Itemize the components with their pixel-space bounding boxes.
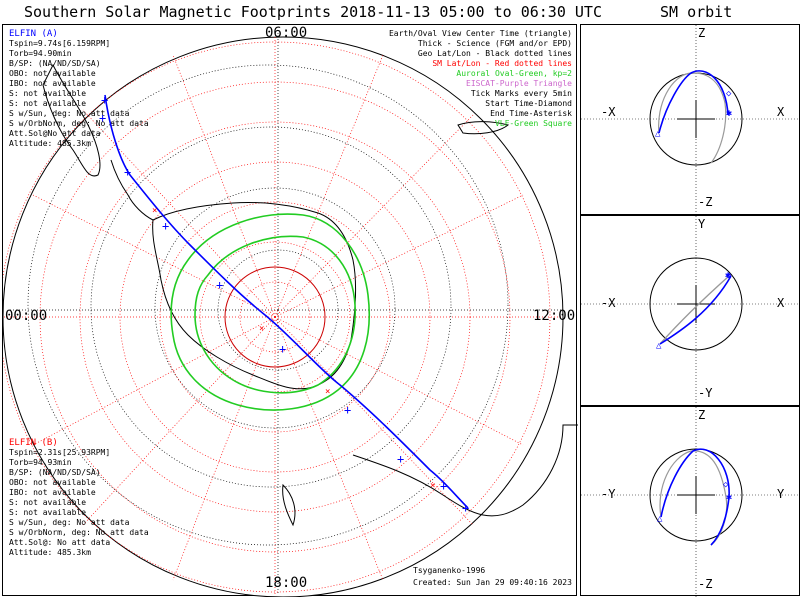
orbit-panel-yz: ◇ ✱ △ Z -Z -Y Y: [580, 406, 800, 597]
elfin-a-line: S w/OrbNorm, deg: No att data: [9, 119, 149, 128]
hour-label-left: 00:00: [5, 308, 48, 324]
orbit-yz-diagram: ◇ ✱ △: [581, 407, 800, 597]
elfin-a-line: B/SP: (NA/ND/SD/SA): [9, 59, 101, 68]
orbit-yz-right-label: Y: [777, 487, 785, 501]
orbit-xz-left-label: -X: [601, 105, 616, 119]
south-america-coast: [42, 63, 101, 177]
orbit-xy-diagram: ◇ ✱ △: [581, 216, 800, 407]
orbit-xy-right-label: X: [777, 296, 785, 310]
legend-item: Tick Marks every 5min: [470, 89, 572, 98]
elfin-b-name: ELFIN (B): [9, 438, 58, 448]
elfin-a-line: Att.Sol@No att data: [9, 129, 101, 138]
elfin-b-line: IBO: not available: [9, 488, 96, 497]
elfin-b-line: S: not available: [9, 498, 87, 507]
elfin-a-line: Altitude: 485.3km: [9, 139, 91, 148]
africa-coast: [457, 121, 510, 135]
legend-item: Start Time-Diamond: [485, 99, 572, 108]
legend-item: Auroral Oval-Green, kp=2: [456, 69, 572, 78]
elfin-b-line: Tspin=2.31s[25.93RPM]: [9, 448, 111, 457]
orbit-yz-top-label: Z: [698, 408, 706, 422]
orbit-xz-diagram: ◇ ✱ △: [581, 25, 800, 216]
legend: Earth/Oval View Center Time (triangle) T…: [342, 29, 572, 129]
orbit-xy-bottom-label: -Y: [698, 386, 713, 400]
orbit-xz-right-label: X: [777, 105, 785, 119]
model-credit: Tsyganenko-1996: [413, 566, 486, 575]
elfin-a-line: Torb=94.90min: [9, 49, 72, 58]
elfin-a-line: IBO: not available: [9, 79, 96, 88]
orbit-xy-top-label: Y: [698, 217, 706, 231]
orbit-yz-bottom-label: -Z: [698, 577, 713, 591]
legend-item: SM Lat/Lon - Red dotted lines: [432, 59, 572, 68]
elfin-b-line: S w/OrbNorm, deg: No att data: [9, 528, 149, 537]
orbit-title: SM orbit: [660, 3, 733, 21]
legend-item: VLF-Green Square: [494, 119, 572, 128]
orbit-xy-left-label: -X: [601, 296, 616, 310]
svg-text:△: △: [657, 514, 663, 524]
elfin-b-line: Torb=94.93min: [9, 458, 72, 467]
svg-text:△: △: [655, 129, 661, 139]
svg-text:◇: ◇: [723, 480, 729, 490]
svg-text:✱: ✱: [726, 108, 732, 119]
elfin-b-line: OBO: not available: [9, 478, 96, 487]
elfin-b-info: ELFIN (B) Tspin=2.31s[25.93RPM] Torb=94.…: [9, 438, 179, 558]
svg-text:△: △: [656, 341, 662, 351]
elfin-a-line: S w/Sun, deg: No att data: [9, 109, 130, 118]
svg-text:◇: ◇: [726, 271, 732, 281]
hour-label-right: 12:00: [533, 308, 576, 324]
elfin-a-line: OBO: not available: [9, 69, 96, 78]
legend-item: Geo Lat/Lon - Black dotted lines: [417, 49, 572, 58]
orbit-xz-bottom-label: -Z: [698, 195, 713, 209]
elfin-a-info: ELFIN (A) Tspin=9.74s[6.159RPM] Torb=94.…: [9, 29, 179, 149]
legend-item: End Time-Asterisk: [490, 109, 572, 118]
elfin-a-line: S: not available: [9, 89, 87, 98]
hour-label-top: 06:00: [265, 25, 308, 41]
elfin-b-line: B/SP: (NA/ND/SD/SA): [9, 468, 101, 477]
svg-text:✱: ✱: [726, 492, 732, 503]
legend-item: Earth/Oval View Center Time (triangle): [388, 29, 572, 38]
hour-label-bottom: 18:00: [265, 575, 308, 591]
orbit-xz-top-label: Z: [698, 26, 706, 40]
legend-item: Thick - Science (FGM and/or EPD): [417, 39, 572, 48]
elfin-a-name: ELFIN (A): [9, 29, 58, 39]
elfin-b-line: S w/Sun, deg: No att data: [9, 518, 130, 527]
elfin-b-line: S: not available: [9, 508, 87, 517]
elfin-a-line: S: not available: [9, 99, 87, 108]
elfin-b-line: Altitude: 485.3km: [9, 548, 91, 557]
orbit-panel-xy: ◇ ✱ △ Y -Y -X X: [580, 215, 800, 407]
svg-text:◇: ◇: [726, 89, 732, 99]
orbit-panel-xz: ◇ ✱ △ Z -Z -X X: [580, 24, 800, 216]
orbit-yz-left-label: -Y: [601, 487, 616, 501]
elfin-a-line: Tspin=9.74s[6.159RPM]: [9, 39, 111, 48]
svg-text:✱: ✱: [725, 270, 731, 281]
elfin-b-line: Att.Sol@: No att data: [9, 538, 111, 547]
footprint-map-panel: 06:00 00:00 12:00 18:00 Earth/Oval View …: [2, 24, 578, 597]
created-timestamp: Created: Sun Jan 29 09:40:16 2023: [413, 578, 572, 587]
page-title: Southern Solar Magnetic Footprints 2018-…: [24, 3, 602, 21]
legend-item: EISCAT-Purple Triangle: [466, 79, 572, 88]
